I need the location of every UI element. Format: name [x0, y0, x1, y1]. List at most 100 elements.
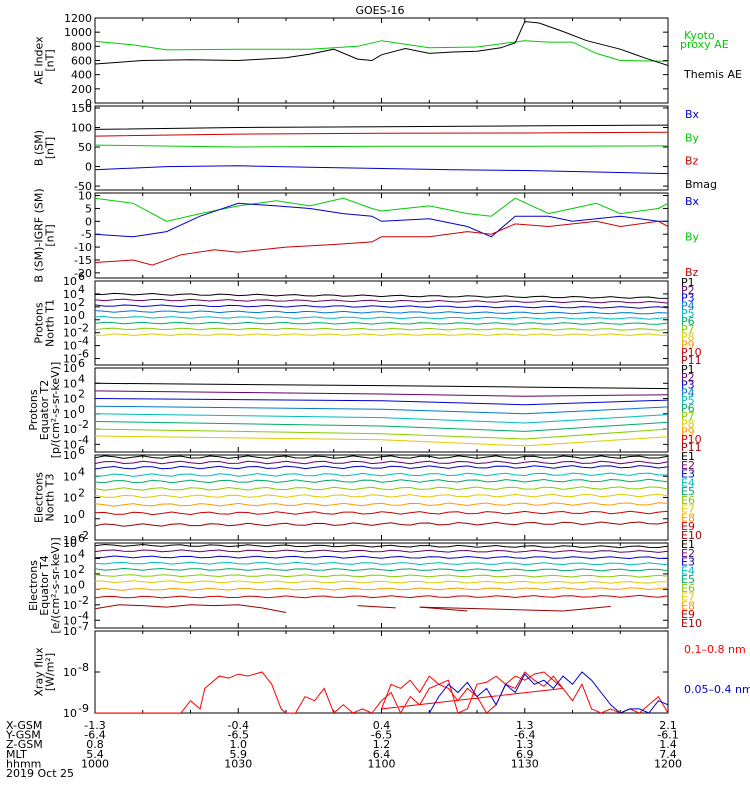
y-tick-exponent: -2	[78, 594, 89, 607]
series-line-1	[95, 131, 668, 137]
series-line-5	[95, 321, 668, 325]
legend-entry: E1	[681, 450, 695, 463]
legend-entry: P8	[681, 418, 695, 431]
y-axis-label: [W/m²]	[44, 653, 57, 691]
legend-entry: 0.05–0.4 nm	[684, 683, 750, 696]
y-tick-label: -15	[74, 254, 92, 267]
footer-row-label: Y-GSM	[5, 729, 41, 742]
series-line-7	[95, 333, 668, 336]
y-tick-exponent: -8	[78, 661, 89, 674]
legend-entry: P5	[681, 307, 695, 320]
series-line-0	[95, 292, 668, 299]
y-tick-exponent: 6	[78, 532, 85, 545]
legend-entry: E5	[681, 573, 695, 586]
panel-frame	[94, 105, 669, 191]
series-group	[95, 20, 668, 66]
footer-value: 1030	[224, 757, 252, 770]
y-tick-exponent: 0	[78, 309, 85, 322]
y-tick-exponent: 4	[78, 372, 85, 385]
y-tick-label: -20	[74, 267, 92, 280]
y-tick-label: 10	[63, 470, 77, 483]
y-tick-label: 10	[63, 614, 77, 627]
footer-value: 5.9	[230, 748, 248, 761]
series-line-1	[95, 202, 668, 238]
footer-value: 1200	[654, 757, 682, 770]
legend-entry: E6	[681, 582, 695, 595]
series-group	[95, 292, 668, 336]
series-line-6	[95, 428, 668, 440]
y-tick-label: 150	[71, 102, 92, 115]
footer-value: 1.3	[516, 738, 534, 751]
y-tick-label: 10	[63, 377, 77, 390]
footer-value: -6.1	[657, 729, 678, 742]
legend-entry: E9	[681, 520, 695, 533]
y-tick-label: 10	[63, 314, 77, 327]
legend-entry: P9	[681, 425, 695, 438]
legend-entry: Bz	[685, 266, 699, 279]
y-tick-label: 10	[63, 625, 77, 638]
y-axis-label: North T3	[44, 474, 57, 522]
y-tick-label: 50	[78, 141, 92, 154]
footer-row-label: MLT	[6, 748, 27, 761]
legend-entry: P1	[681, 363, 695, 376]
y-tick-label: 100	[71, 121, 92, 134]
y-tick-label: 10	[63, 327, 77, 340]
y-tick-label: 10	[63, 552, 77, 565]
y-axis-label: North T1	[44, 299, 57, 347]
series-group	[95, 671, 668, 713]
series-line-6	[95, 327, 668, 331]
legend-entry: By	[685, 131, 700, 144]
panel-frame	[94, 192, 669, 279]
y-tick-label: 10	[63, 275, 77, 288]
legend-entry: P9	[681, 338, 695, 351]
y-axis-label: [p/(cm²-s-sr-keV)]	[49, 362, 62, 459]
y-tick-exponent: -4	[78, 433, 89, 446]
legend-entry: Bx	[685, 108, 700, 121]
series-line-3	[95, 165, 668, 175]
series-line-7	[95, 587, 668, 591]
y-tick-label: 1200	[64, 12, 92, 25]
legend-entry: E6	[681, 494, 695, 507]
series-line-5	[95, 574, 668, 578]
panel-bsm: -50 0 50 100 150 B (SM)[nT] Bx By Bz Bmag	[33, 102, 718, 193]
series-line-0	[95, 197, 668, 222]
y-tick-label: 10	[63, 438, 77, 451]
y-tick-exponent: -4	[78, 335, 89, 348]
y-axis-label: B (SM)	[33, 130, 46, 166]
y-tick-exponent: -2	[78, 418, 89, 431]
y-tick-label: 10	[63, 537, 77, 550]
footer-value: 6.4	[373, 748, 391, 761]
legend-entry: P6	[681, 315, 695, 328]
y-axis-label: B (SM)-IGRF (SM)	[33, 188, 46, 282]
series-group	[95, 124, 668, 175]
series-line-7	[95, 502, 668, 507]
footer-value: -6.4	[84, 729, 105, 742]
y-tick-exponent: 6	[78, 357, 85, 370]
footer-value: 1.0	[230, 738, 248, 751]
legend-entry: Bx	[685, 195, 700, 208]
y-axis-label: Equator T4	[38, 555, 51, 615]
series-line-1	[95, 390, 668, 397]
legend-entry: E7	[681, 503, 695, 516]
legend-entry: P7	[681, 323, 695, 336]
legend-entry: Themis AE	[683, 68, 742, 81]
series-line-1	[95, 298, 668, 304]
y-tick-exponent: 0	[78, 403, 85, 416]
y-tick-label: 10	[63, 534, 77, 547]
legend-entry: P3	[681, 292, 695, 305]
footer-value: 1.3	[516, 719, 534, 732]
footer-value: 0.4	[373, 719, 391, 732]
series-line-2	[95, 144, 668, 148]
series-line-0	[95, 671, 668, 713]
legend-entry: P2	[681, 371, 695, 384]
footer-value: 6.9	[516, 748, 534, 761]
series-line-4	[95, 413, 668, 424]
y-tick-exponent: -6	[78, 348, 89, 361]
y-tick-exponent: -9	[78, 702, 89, 715]
legend-entry: P6	[681, 402, 695, 415]
y-tick-label: 10	[63, 568, 77, 581]
series-group	[95, 543, 668, 613]
legend-entry: E2	[681, 547, 695, 560]
